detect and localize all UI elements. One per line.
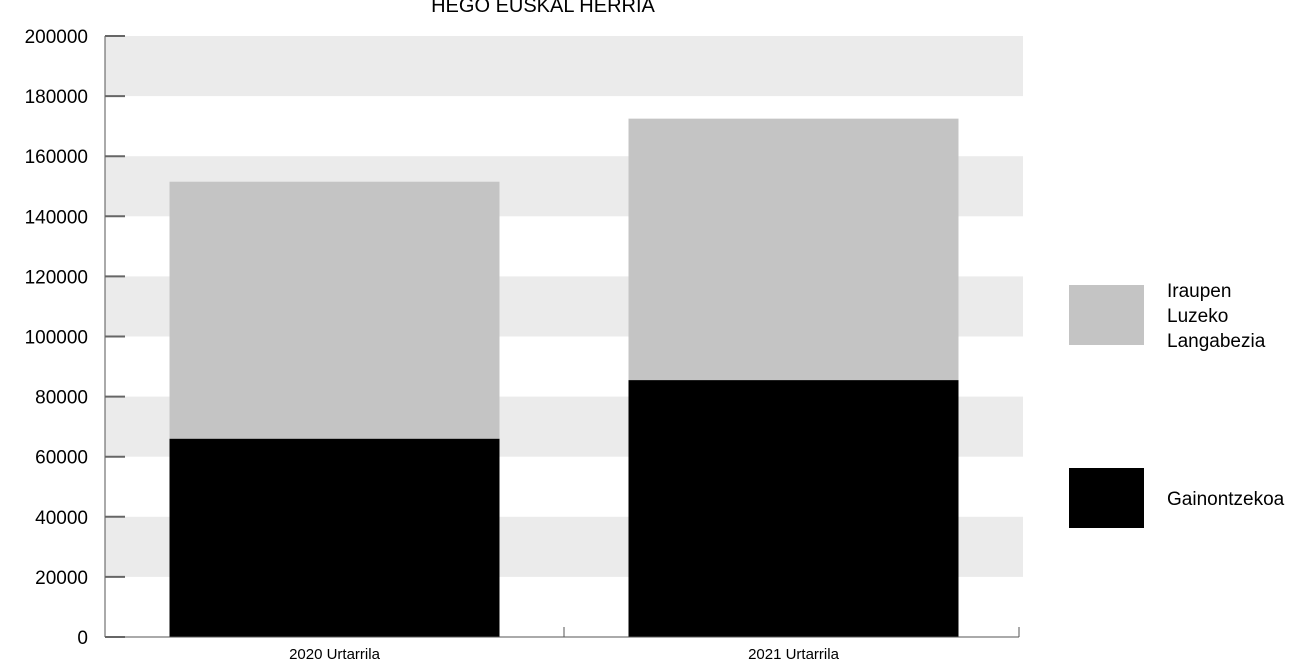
- y-tick-label: 160000: [25, 147, 88, 168]
- legend-swatch: [1069, 285, 1144, 345]
- legend-label: Iraupen Luzeko Langabezia: [1167, 281, 1266, 352]
- x-tick-label: 2020 Urtarrila: [289, 646, 381, 663]
- x-axis-labels: 2020 Urtarrila 2021 Urtarrila: [289, 646, 840, 663]
- legend-swatch: [1069, 468, 1144, 528]
- legend-label-line: Gainontzekoa: [1167, 489, 1285, 510]
- y-tick-label: 40000: [35, 508, 88, 529]
- grid-band: [105, 36, 1023, 97]
- y-tick-label: 20000: [35, 568, 88, 589]
- bar-segment: [169, 438, 500, 637]
- y-tick-label: 0: [77, 628, 88, 649]
- legend-label-line: Langabezia: [1167, 331, 1266, 352]
- y-axis-ticks: 0 20000 40000 60000 80000 100000 120000 140000 1…: [25, 27, 125, 649]
- bar-segment: [628, 380, 959, 637]
- legend: Iraupen Luzeko Langabezia Gainontzekoa: [1069, 281, 1285, 528]
- y-tick-label: 200000: [25, 27, 88, 48]
- legend-label-line: Iraupen: [1167, 281, 1231, 302]
- x-tick-label: 2021 Urtarrila: [748, 646, 840, 663]
- y-tick-label: 180000: [25, 87, 88, 108]
- legend-label-line: Luzeko: [1167, 306, 1228, 327]
- bar-segment: [628, 118, 959, 381]
- legend-label: Gainontzekoa: [1167, 489, 1285, 510]
- y-tick-label: 120000: [25, 267, 88, 288]
- bars: [169, 118, 959, 637]
- y-tick-label: 60000: [35, 448, 88, 469]
- y-tick-label: 100000: [25, 328, 88, 349]
- y-tick-label: 80000: [35, 388, 88, 409]
- chart-title: HEGO EUSKAL HERRIA: [431, 0, 655, 17]
- y-tick-label: 140000: [25, 207, 88, 228]
- bar-segment: [169, 181, 500, 439]
